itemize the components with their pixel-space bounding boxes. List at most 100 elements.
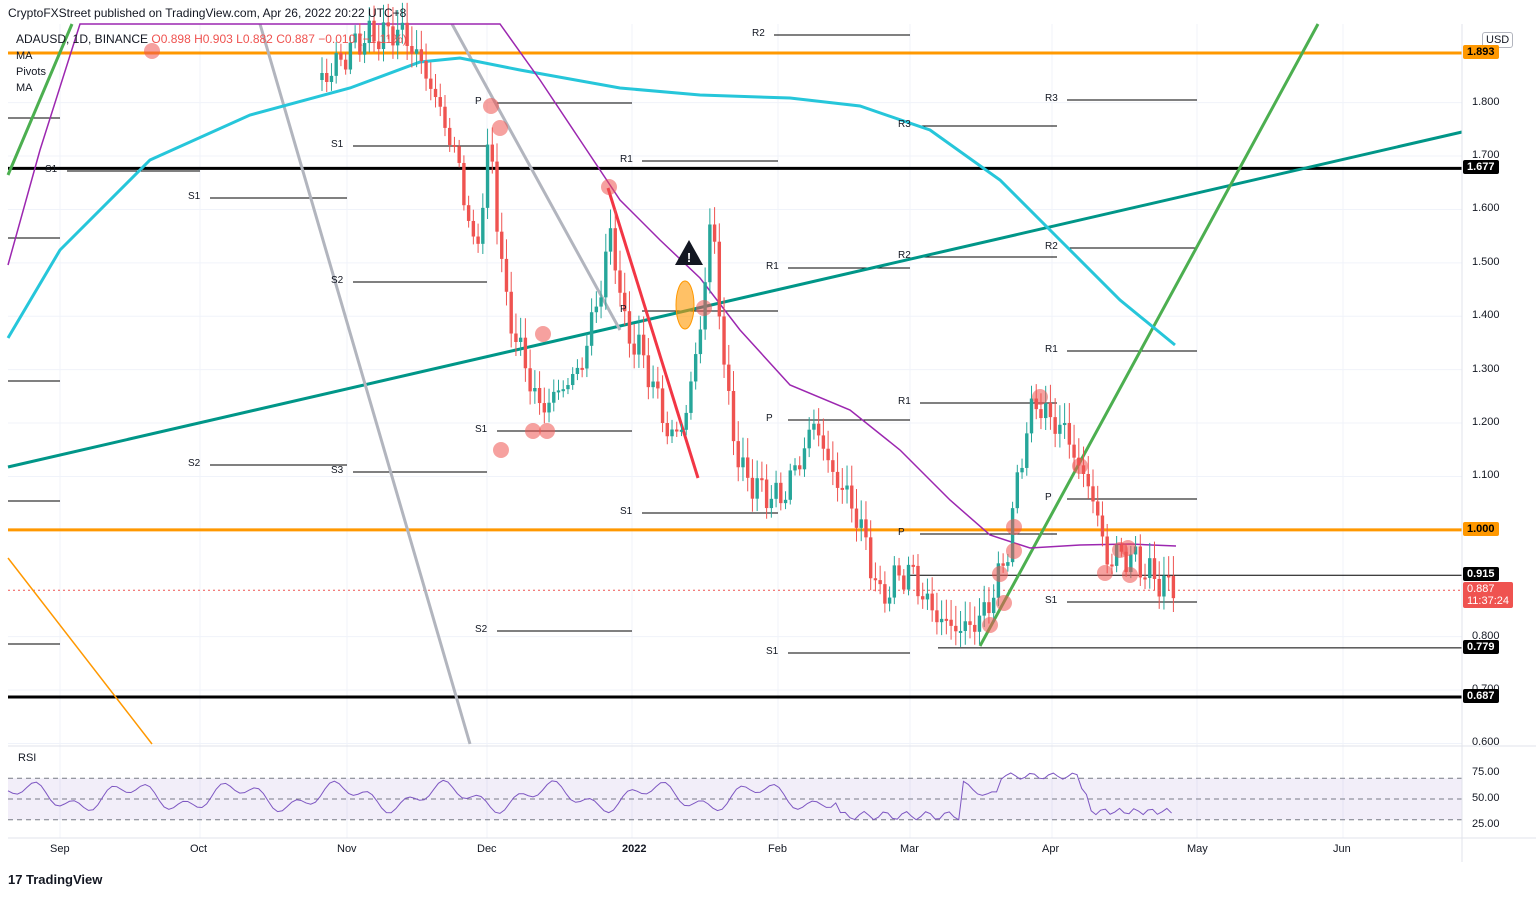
candle-body xyxy=(788,470,792,500)
time-tick: Oct xyxy=(190,843,208,855)
indicator-ma-2[interactable]: MA xyxy=(16,82,33,94)
candle-body xyxy=(764,479,769,509)
candle-body xyxy=(689,381,693,413)
price-tick: 1.800 xyxy=(1472,95,1500,108)
breakout-highlight xyxy=(675,280,695,330)
candle-body xyxy=(1091,486,1095,502)
ma-cyan-line xyxy=(6,56,1176,347)
candle-body xyxy=(826,448,830,461)
candle-body xyxy=(646,355,651,388)
candle-body xyxy=(1152,558,1157,579)
tradingview-logo: 17 TradingView xyxy=(8,872,102,887)
pivot-label: S2 xyxy=(331,275,344,286)
candle-body xyxy=(887,597,892,604)
rsi-tick: 75.00 xyxy=(1472,766,1500,778)
candle-body xyxy=(594,306,599,313)
candle-body xyxy=(944,618,949,621)
publisher-header: CryptoFXStreet published on TradingView.… xyxy=(8,6,407,20)
candle-body xyxy=(1171,575,1176,599)
trend-line xyxy=(7,557,153,745)
warning-icon xyxy=(675,240,703,265)
candle-body xyxy=(854,508,859,528)
pivot-label: S2 xyxy=(188,458,201,469)
candle-body xyxy=(471,220,476,237)
candle-body xyxy=(693,354,698,382)
pivot-label: P xyxy=(766,413,773,424)
candle-body xyxy=(911,564,915,567)
candle-body xyxy=(925,593,930,600)
touch-marker xyxy=(1006,543,1022,559)
pivot-label: R3 xyxy=(898,119,911,130)
candle-body xyxy=(750,477,755,499)
time-tick: Apr xyxy=(1042,843,1060,855)
ma-purple-line xyxy=(7,23,1177,549)
candle-body xyxy=(802,448,807,470)
candle-body xyxy=(807,429,811,449)
candle-body xyxy=(1067,423,1072,445)
price-tick: 1.100 xyxy=(1472,469,1500,482)
candle-body xyxy=(1143,577,1147,580)
candle-body xyxy=(353,33,357,43)
price-tick: 0.800 xyxy=(1472,629,1500,642)
candle-body xyxy=(528,368,532,392)
rsi-label: RSI xyxy=(18,752,37,764)
candle-body xyxy=(878,580,882,585)
candle-body xyxy=(561,389,565,392)
currency-button[interactable]: USD xyxy=(1482,32,1514,48)
candle-body xyxy=(514,333,518,343)
candle-body xyxy=(651,381,655,388)
moving-averages xyxy=(6,23,1177,549)
pivot-label: R2 xyxy=(1045,241,1058,252)
candle-body xyxy=(793,465,797,471)
pivot-label: R3 xyxy=(1045,93,1058,104)
candle-body xyxy=(1058,424,1062,434)
trend-line xyxy=(978,23,1320,647)
candle-body xyxy=(939,618,944,623)
candle-body xyxy=(358,33,362,55)
candle-body xyxy=(977,615,982,632)
candle-body xyxy=(916,565,920,597)
time-tick: Feb xyxy=(768,843,787,855)
touch-marker xyxy=(1120,540,1136,556)
candle-body xyxy=(1086,473,1090,487)
indicator-pivots[interactable]: Pivots xyxy=(16,66,46,78)
touch-marker xyxy=(492,120,508,136)
candle-body xyxy=(991,597,996,614)
tradingview-wordmark: TradingView xyxy=(26,872,103,887)
candle-body xyxy=(523,337,528,369)
candle-body xyxy=(1053,417,1057,434)
symbol-legend[interactable]: ADAUSD, 1D, BINANCE O0.898 H0.903 L0.882… xyxy=(16,32,407,46)
candle-body xyxy=(859,519,863,528)
pivot-label: S1 xyxy=(45,164,58,175)
candle-body xyxy=(381,22,386,50)
candle-body xyxy=(712,224,717,242)
touch-marker xyxy=(996,595,1012,611)
candle-body xyxy=(405,22,409,47)
low-value: L0.882 xyxy=(236,32,273,46)
candle-body xyxy=(566,385,570,390)
candle-body xyxy=(457,146,461,163)
indicator-ma-1[interactable]: MA xyxy=(16,50,33,62)
candle-body xyxy=(462,162,466,206)
candle-body xyxy=(570,374,575,386)
candle-body xyxy=(935,610,939,623)
candle-body xyxy=(816,423,821,436)
candle-body xyxy=(1020,467,1024,473)
candle-body xyxy=(1062,423,1067,426)
price-tag: 0.687 xyxy=(1463,689,1499,703)
candle-body xyxy=(883,584,887,604)
time-tick: May xyxy=(1187,843,1208,855)
pivot-label: P xyxy=(1045,492,1052,503)
candle-body xyxy=(637,334,641,355)
candle-body xyxy=(670,429,674,437)
candle-body xyxy=(831,460,835,472)
pivot-label: R2 xyxy=(898,250,911,261)
candle-body xyxy=(367,20,371,44)
pivot-label: S1 xyxy=(766,646,779,657)
candle-body xyxy=(627,311,632,344)
candle-body xyxy=(656,381,660,389)
candle-body xyxy=(760,478,764,481)
time-tick: Mar xyxy=(900,843,919,855)
candle-body xyxy=(537,387,542,404)
